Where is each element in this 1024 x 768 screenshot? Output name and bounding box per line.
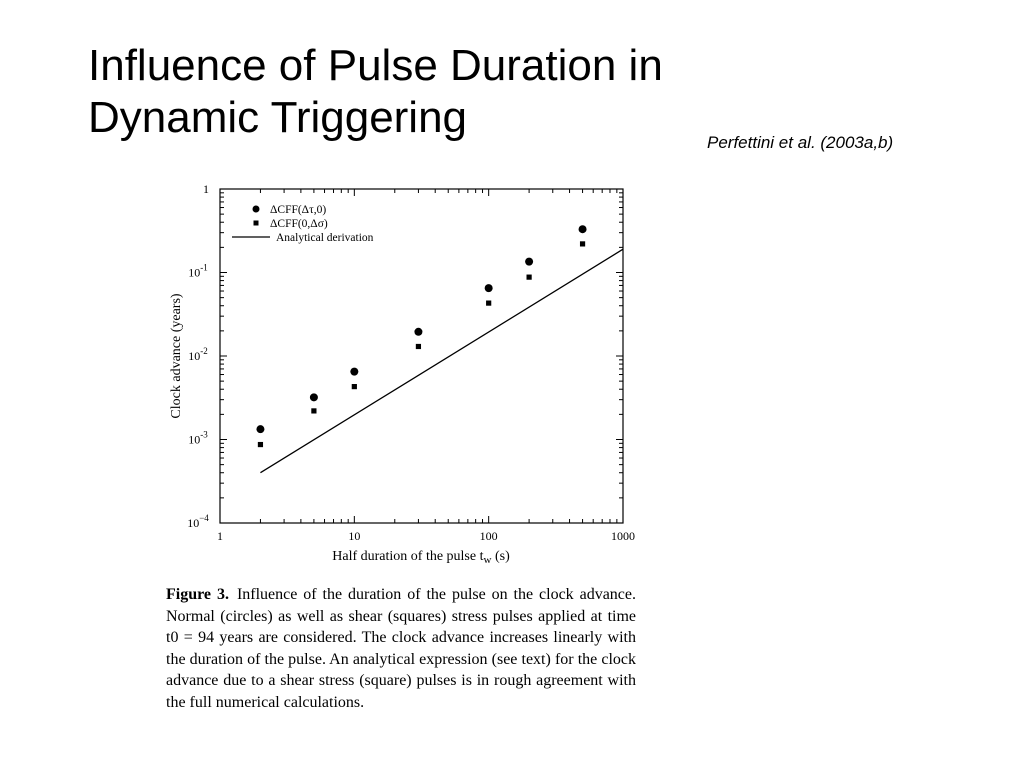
legend-label: Analytical derivation (276, 232, 374, 244)
caption-label: Figure 3. (166, 586, 229, 603)
caption-text: Influence of the duration of the pulse o… (166, 586, 636, 711)
normal-stress-point (578, 225, 587, 234)
x-axis-label-subscript: w (484, 554, 492, 566)
tick-labels: 1 10 100 1000 10−4 10-3 10-2 10-1 1 (187, 182, 635, 543)
shear-stress-point (257, 441, 264, 448)
slide-title: Influence of Pulse Duration in Dynamic T… (88, 40, 728, 144)
shear-stress-point (311, 408, 317, 414)
analytical-derivation-line (260, 248, 624, 474)
legend: ΔCFF(Δτ,0) ΔCFF(0,Δσ) Analytical derivatio… (232, 204, 374, 244)
y-tick-label: 10-2 (188, 346, 208, 363)
y-tick-label: 10−4 (187, 513, 209, 530)
figure-caption: Figure 3. Influence of the duration of th… (166, 584, 636, 713)
legend-marker-square (253, 220, 259, 226)
x-axis-label-main: Half duration of the pulse t (332, 549, 483, 564)
slide-title-line-1: Influence of Pulse Duration in (88, 41, 663, 90)
data-series (256, 225, 624, 474)
y-tick-label: 10-3 (188, 430, 208, 447)
x-tick-label: 1000 (611, 529, 635, 543)
shear-stress-point (579, 241, 586, 247)
shear-stress-point (526, 274, 532, 280)
y-axis-label: Clock advance (years) (169, 293, 184, 418)
shear-stress-point (415, 343, 422, 350)
legend-label: ΔCFF(0,Δσ) (270, 218, 328, 230)
legend-marker-circle (252, 205, 260, 213)
x-tick-label: 100 (480, 529, 498, 543)
normal-stress-point (525, 257, 534, 266)
shear-stress-point (486, 300, 492, 306)
axis-ticks (219, 189, 623, 524)
legend-label: ΔCFF(Δτ,0) (270, 204, 326, 216)
x-tick-label: 10 (348, 529, 360, 543)
y-tick-label: 10-1 (188, 263, 208, 280)
figure: 1 10 100 1000 10−4 10-3 10-2 10-1 1 ΔCFF(Δτ,0) ΔC… (160, 178, 650, 578)
normal-stress-point (309, 393, 318, 402)
normal-stress-point (484, 284, 493, 293)
shear-stress-point (351, 384, 357, 390)
x-tick-label: 1 (217, 529, 223, 543)
x-axis-label: Half duration of the pulse tw (s) (332, 549, 510, 566)
normal-stress-point (414, 327, 423, 336)
slide-title-line-2: Dynamic Triggering (88, 93, 468, 142)
normal-stress-point (256, 425, 265, 434)
x-axis-label-unit: (s) (491, 549, 510, 564)
normal-stress-point (350, 367, 359, 376)
citation: Perfettini et al. (2003a,b) (707, 133, 894, 152)
y-tick-label: 1 (203, 182, 209, 196)
